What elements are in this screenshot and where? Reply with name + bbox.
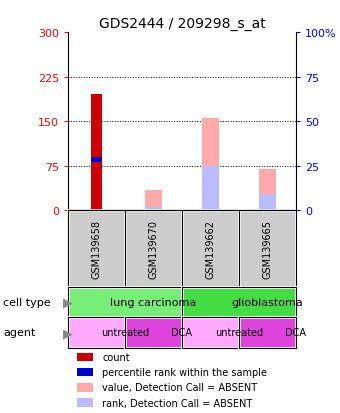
Bar [77,368,93,377]
Text: GSM139665: GSM139665 [262,219,272,278]
Text: ▶: ▶ [63,296,72,309]
Bar [91,158,102,163]
Text: percentile rank within the sample: percentile rank within the sample [102,367,267,377]
Bar [182,318,239,348]
Bar [68,211,125,287]
Bar [125,318,182,348]
Bar [182,287,296,318]
Bar [125,211,182,287]
Bar [182,318,239,348]
Text: cell type: cell type [3,297,51,307]
Bar [77,383,93,392]
Bar [91,95,102,211]
Text: DCA: DCA [285,328,306,338]
Text: DCA: DCA [171,328,192,338]
Text: untreated: untreated [215,328,263,338]
Bar [68,318,125,348]
Bar [239,211,296,287]
Bar [259,195,276,211]
Bar [68,287,182,318]
Bar [182,211,239,287]
Bar [202,119,219,211]
Bar [239,318,296,348]
Bar [125,211,182,287]
Bar [182,287,296,318]
Bar [182,211,239,287]
Title: GDS2444 / 209298_s_at: GDS2444 / 209298_s_at [99,17,265,31]
Text: untreated: untreated [101,328,149,338]
Text: value, Detection Call = ABSENT: value, Detection Call = ABSENT [102,382,257,392]
Text: agent: agent [3,328,36,338]
Bar [145,190,162,211]
Bar [77,353,93,361]
Bar [259,169,276,211]
Bar [68,287,182,318]
Bar [77,399,93,407]
Text: GSM139670: GSM139670 [149,219,158,278]
Bar [239,211,296,287]
Text: ▶: ▶ [63,326,72,339]
Text: GSM139662: GSM139662 [205,219,215,278]
Bar [68,318,125,348]
Bar [145,208,162,211]
Text: count: count [102,352,130,362]
Text: glioblastoma: glioblastoma [232,297,303,307]
Text: rank, Detection Call = ABSENT: rank, Detection Call = ABSENT [102,398,252,408]
Bar [68,211,125,287]
Bar [125,318,182,348]
Text: GSM139658: GSM139658 [91,219,101,278]
Bar [202,166,219,211]
Text: lung carcinoma: lung carcinoma [110,297,197,307]
Bar [239,318,296,348]
